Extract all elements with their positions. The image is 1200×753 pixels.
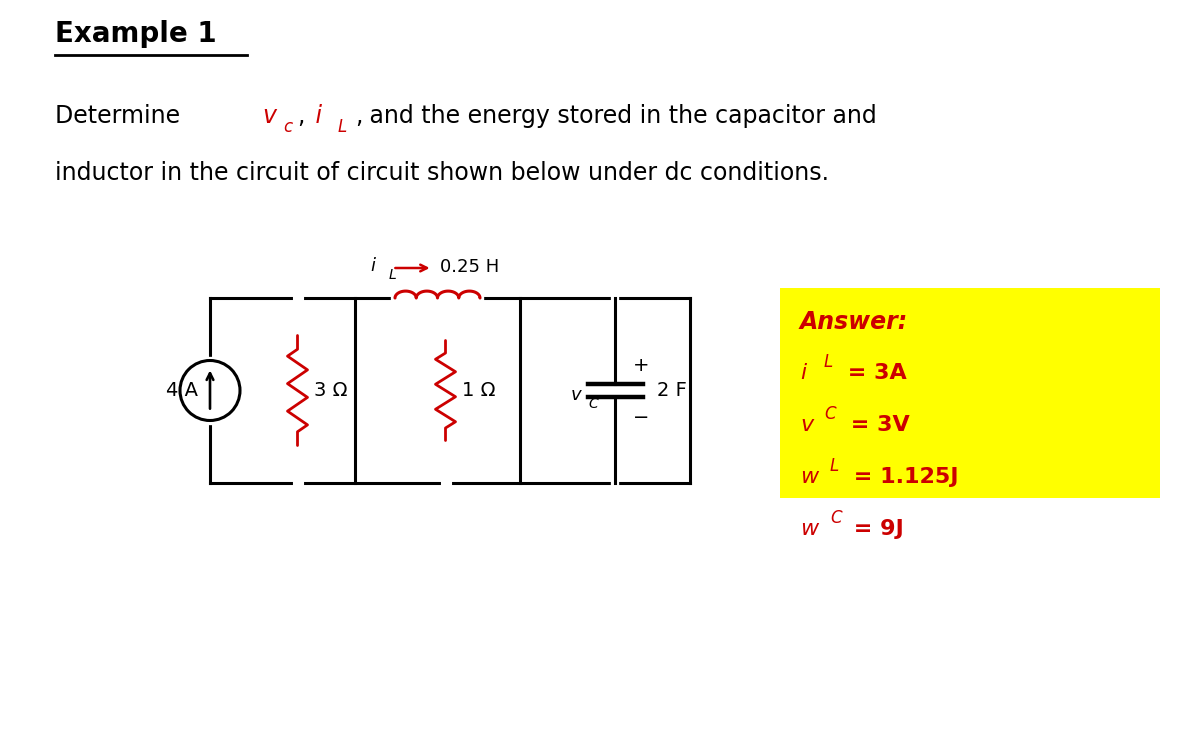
Text: +: + bbox=[634, 356, 649, 375]
Text: 2 F: 2 F bbox=[658, 381, 686, 400]
Text: 4 A: 4 A bbox=[166, 381, 198, 400]
Text: 3 Ω: 3 Ω bbox=[314, 381, 348, 400]
Text: Determine: Determine bbox=[55, 104, 187, 128]
Text: v: v bbox=[800, 415, 814, 435]
Text: = 3A: = 3A bbox=[840, 363, 907, 383]
Text: and the energy stored in the capacitor and: and the energy stored in the capacitor a… bbox=[362, 104, 877, 128]
Text: = 9J: = 9J bbox=[846, 519, 904, 539]
Text: L: L bbox=[830, 457, 839, 475]
Text: Example 1: Example 1 bbox=[55, 20, 217, 48]
Text: v: v bbox=[262, 104, 276, 128]
Text: 1 Ω: 1 Ω bbox=[462, 381, 496, 400]
Text: L: L bbox=[389, 268, 396, 282]
Text: ,: , bbox=[298, 104, 305, 128]
Text: v: v bbox=[571, 386, 582, 404]
Text: L: L bbox=[338, 118, 347, 136]
Text: C: C bbox=[588, 398, 598, 411]
Text: i: i bbox=[800, 363, 806, 383]
Text: w: w bbox=[800, 519, 818, 539]
Text: Answer:: Answer: bbox=[800, 310, 908, 334]
Text: = 3V: = 3V bbox=[842, 415, 910, 435]
Text: −: − bbox=[634, 408, 649, 427]
Text: 0.25 H: 0.25 H bbox=[440, 258, 499, 276]
Text: w: w bbox=[800, 467, 818, 487]
Text: ,: , bbox=[355, 104, 362, 128]
Text: inductor in the circuit of circuit shown below under dc conditions.: inductor in the circuit of circuit shown… bbox=[55, 161, 829, 185]
Text: i: i bbox=[371, 257, 376, 275]
Text: C: C bbox=[824, 405, 835, 423]
FancyBboxPatch shape bbox=[780, 288, 1160, 498]
Text: i: i bbox=[308, 104, 322, 128]
Text: c: c bbox=[283, 118, 292, 136]
Text: L: L bbox=[824, 353, 833, 371]
Text: = 1.125J: = 1.125J bbox=[846, 467, 959, 487]
Text: C: C bbox=[830, 509, 841, 527]
